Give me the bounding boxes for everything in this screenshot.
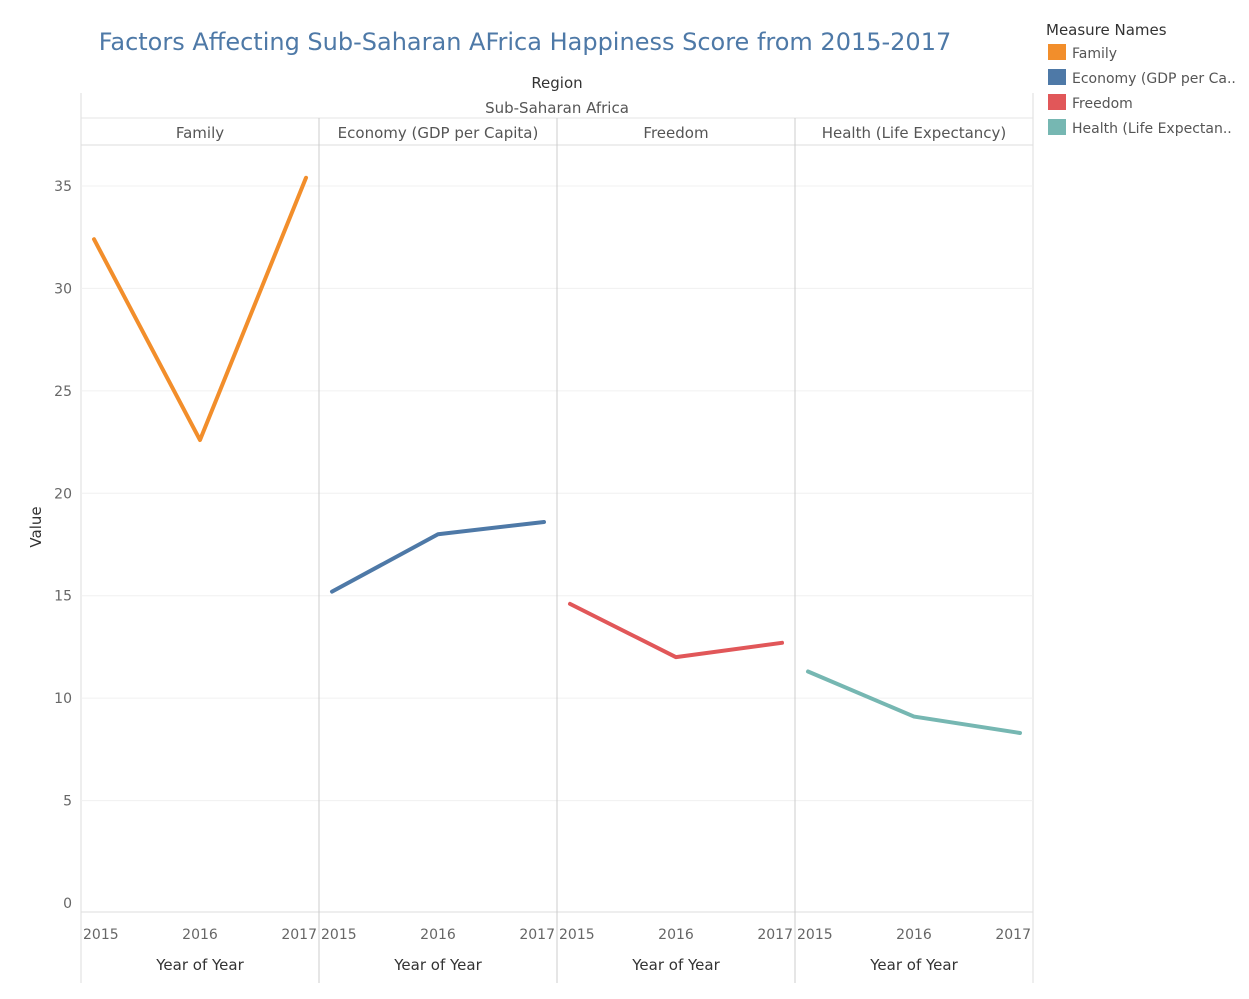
y-tick-label: 5 [63, 794, 72, 810]
y-tick-label: 25 [54, 384, 72, 400]
panel-header: Economy (GDP per Capita) [338, 124, 539, 142]
legend-swatch [1048, 119, 1066, 135]
x-tick-label: 2016 [182, 927, 218, 943]
x-axis-title: Year of Year [155, 956, 244, 974]
panel: Freedom 2015 2016 2017 Year of Year [556, 118, 793, 983]
y-tick-label: 0 [63, 896, 72, 912]
panel: Economy (GDP per Capita) 2015 2016 2017 Year… [318, 118, 555, 983]
y-tick-label: 20 [54, 486, 72, 502]
legend-swatch [1048, 69, 1066, 85]
x-tick-label: 2015 [797, 927, 833, 943]
x-axis-title: Year of Year [631, 956, 720, 974]
x-tick-label: 2017 [995, 927, 1031, 943]
x-axis-title: Year of Year [393, 956, 482, 974]
x-tick-label: 2016 [420, 927, 456, 943]
legend-swatch [1048, 94, 1066, 110]
legend-label: Freedom [1072, 96, 1133, 112]
region-label: Sub-Saharan Africa [485, 99, 629, 117]
x-tick-label: 2017 [281, 927, 317, 943]
y-tick-label: 35 [54, 179, 72, 195]
panel-header: Family [176, 124, 224, 142]
y-tick-label: 10 [54, 691, 72, 707]
series-line[interactable] [568, 601, 784, 660]
panel: Health (Life Expectancy) 2015 2016 2017 Year… [794, 118, 1031, 983]
x-tick-label: 2015 [83, 927, 119, 943]
series-line[interactable] [806, 669, 1022, 735]
x-tick-label: 2017 [757, 927, 793, 943]
legend-label: Health (Life Expectan.. [1072, 121, 1232, 137]
legend-label: Family [1072, 46, 1117, 62]
legend-swatch [1048, 44, 1066, 60]
y-tick-label: 15 [54, 589, 72, 605]
series-line[interactable] [330, 519, 546, 594]
panel-header: Health (Life Expectancy) [822, 124, 1007, 142]
y-tick-label: 30 [54, 281, 72, 297]
y-axis-title: Value [27, 506, 45, 547]
x-tick-label: 2016 [896, 927, 932, 943]
y-axis-ticks: 0 5 10 15 20 25 30 35 [54, 179, 72, 912]
series-line[interactable] [92, 175, 308, 443]
panel: Family 2015 2016 2017 Year of Year [83, 124, 317, 974]
column-header-region: Region [531, 74, 582, 92]
x-tick-label: 2017 [519, 927, 555, 943]
legend-label: Economy (GDP per Ca.. [1072, 71, 1236, 87]
x-axis-title: Year of Year [869, 956, 958, 974]
legend-title: Measure Names [1046, 21, 1167, 39]
x-tick-label: 2016 [658, 927, 694, 943]
chart-title: Factors Affecting Sub-Saharan AFrica Hap… [99, 28, 951, 56]
x-tick-label: 2015 [321, 927, 357, 943]
panel-header: Freedom [643, 124, 708, 142]
legend: Measure Names Family Economy (GDP per Ca..… [1046, 21, 1236, 137]
x-tick-label: 2015 [559, 927, 595, 943]
